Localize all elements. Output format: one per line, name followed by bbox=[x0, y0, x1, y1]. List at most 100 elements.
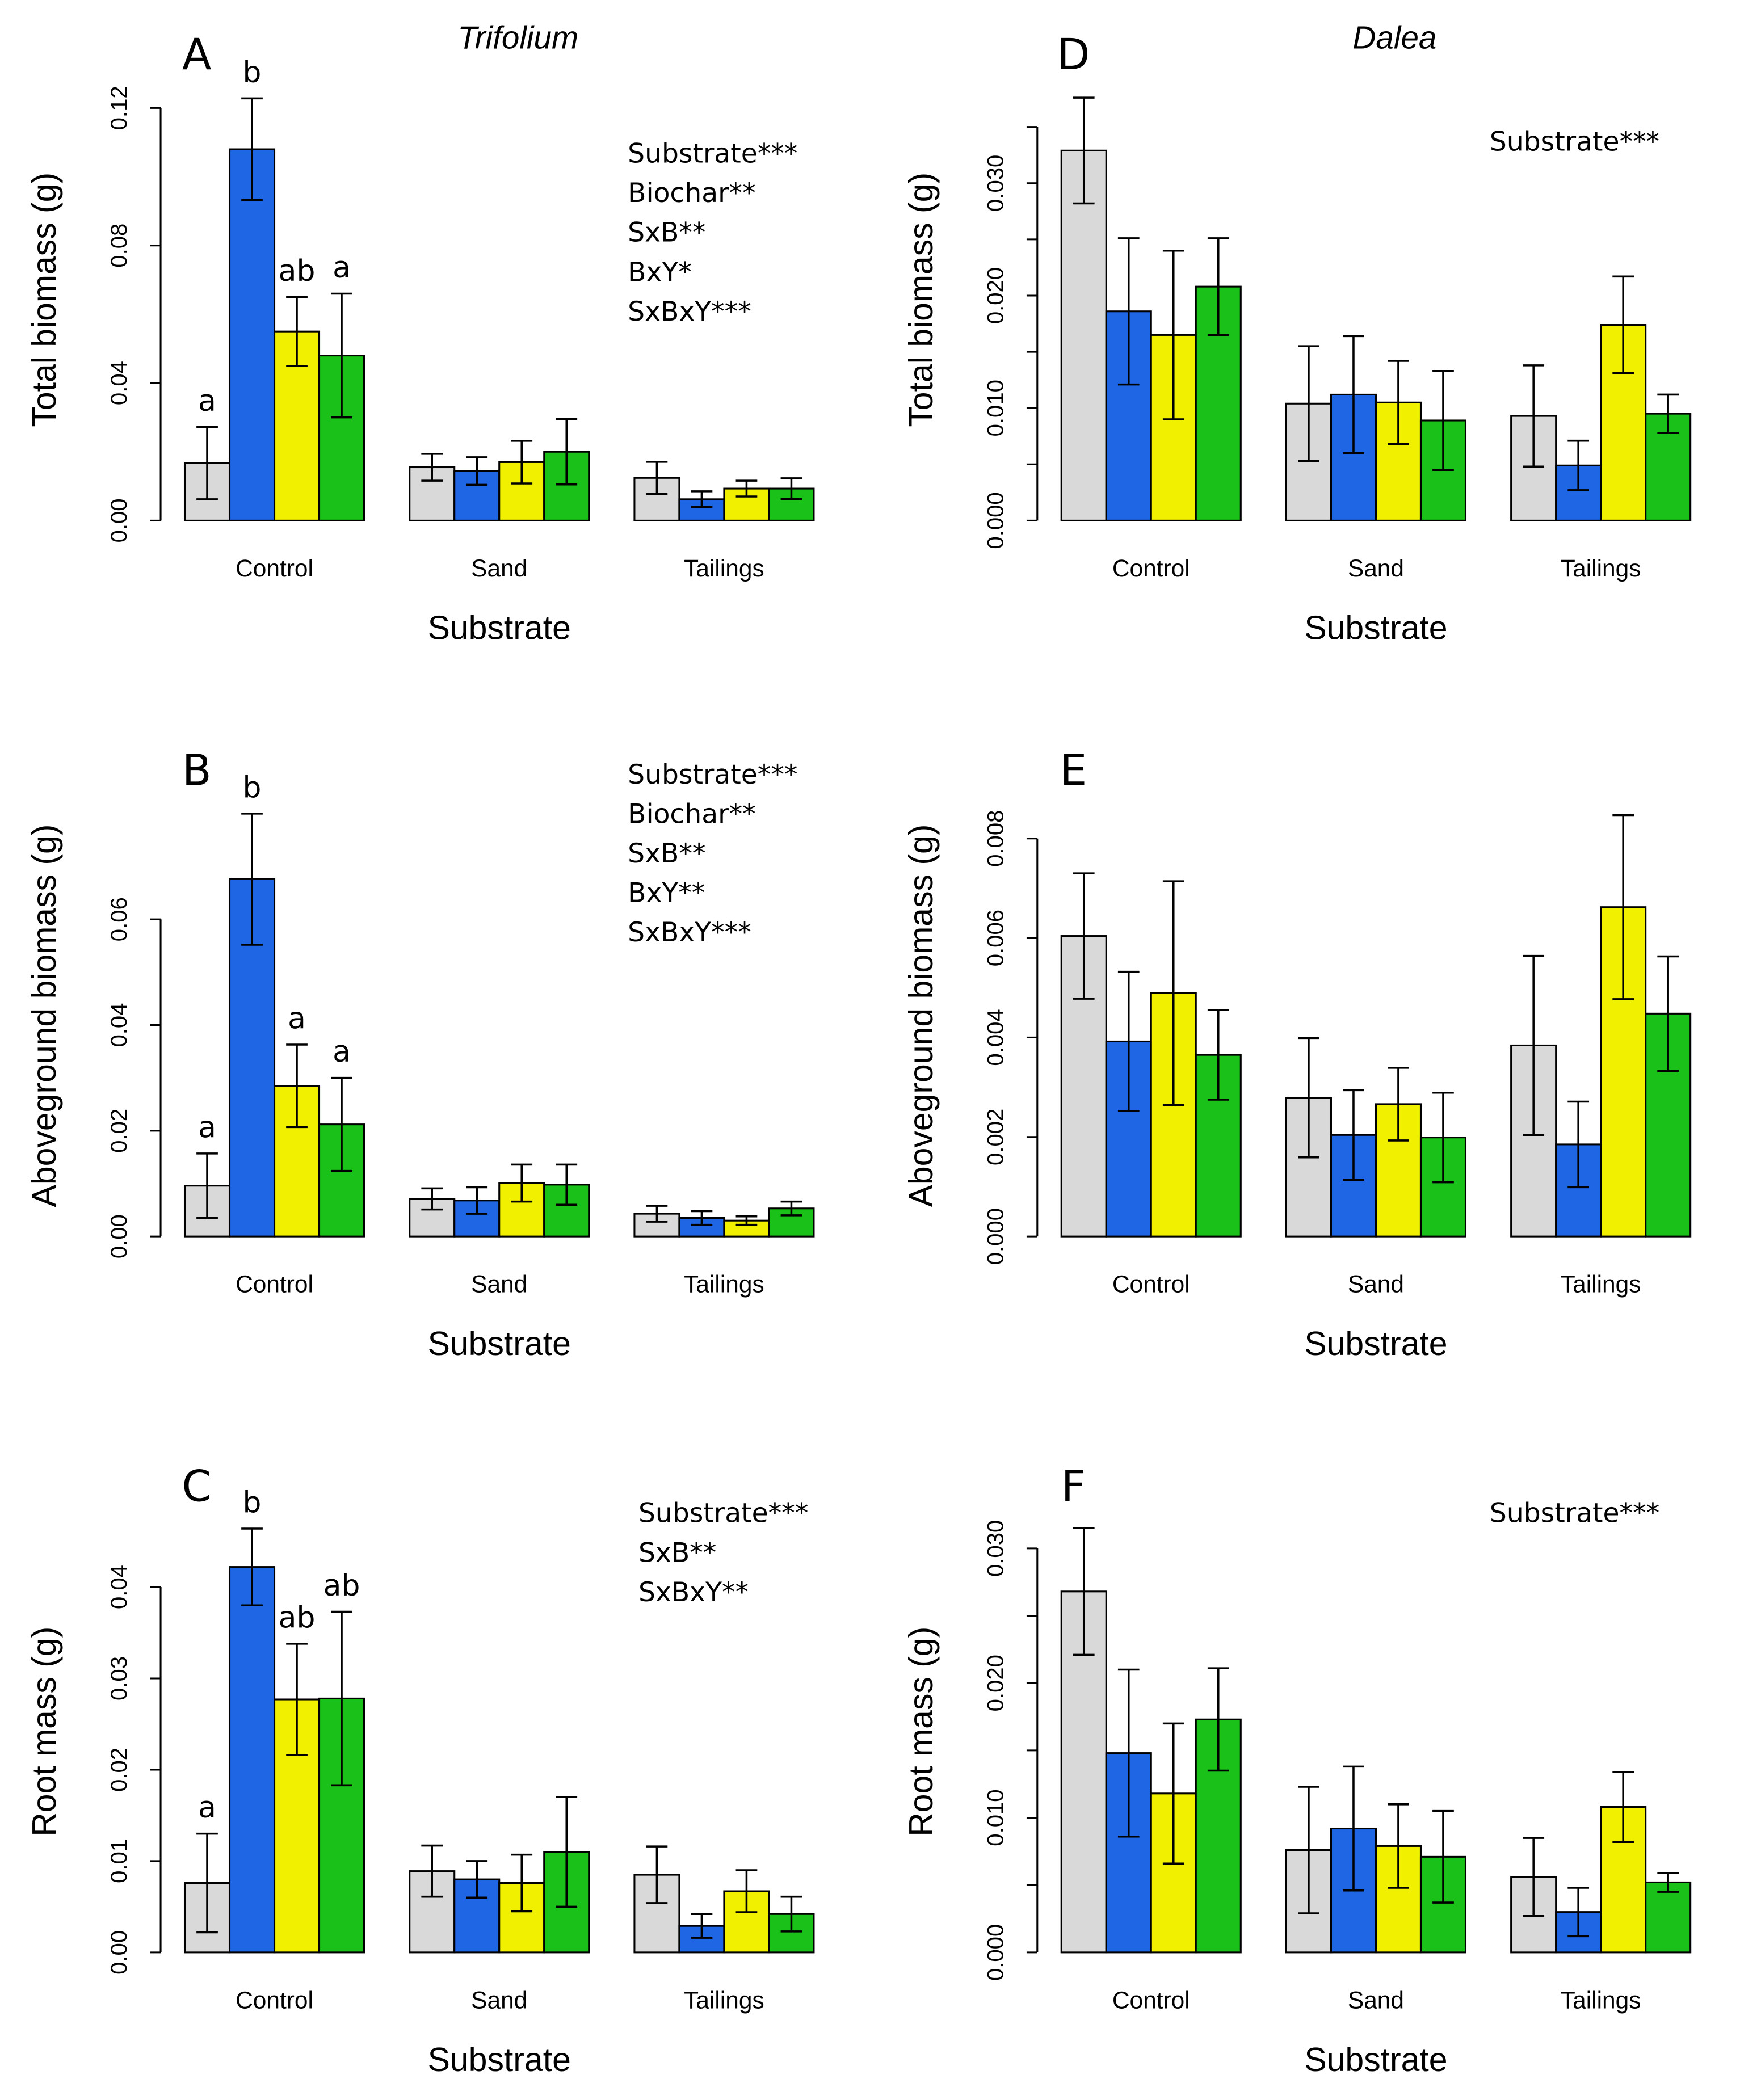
annotation: Biochar** bbox=[628, 178, 756, 209]
error-bar bbox=[780, 1895, 802, 1933]
x-tick-label: Tailings bbox=[684, 555, 764, 582]
annotation: Substrate*** bbox=[1490, 126, 1659, 157]
error-bar bbox=[1657, 1872, 1679, 1893]
y-tick-label: 0.01 bbox=[107, 1839, 132, 1883]
error-bar bbox=[1388, 360, 1409, 445]
error-bar bbox=[1073, 96, 1095, 205]
error-bar bbox=[1343, 1765, 1364, 1892]
error-bar bbox=[511, 440, 533, 485]
bar bbox=[1060, 149, 1107, 521]
significance-letter: a bbox=[288, 1002, 306, 1036]
annotation: BxY** bbox=[628, 878, 705, 909]
error-bar bbox=[1343, 1089, 1364, 1181]
x-axis-label: Substrate bbox=[428, 2042, 571, 2078]
error-bar bbox=[286, 296, 308, 367]
y-tick-label: 0.004 bbox=[984, 1009, 1008, 1066]
bar bbox=[1555, 464, 1602, 521]
significance-letter: ab bbox=[323, 1569, 360, 1603]
error-bar bbox=[466, 1186, 488, 1215]
error-bar bbox=[646, 1845, 668, 1904]
error-bar bbox=[196, 1152, 218, 1219]
y-tick-label: 0.04 bbox=[107, 1565, 132, 1609]
annotation: Substrate*** bbox=[628, 759, 797, 790]
y-axis-label: Root mass (g) bbox=[26, 1627, 63, 1837]
error-bar bbox=[556, 418, 578, 486]
error-bar bbox=[1117, 1668, 1140, 1838]
y-tick-label: 0.002 bbox=[984, 1109, 1008, 1165]
y-tick-label: 0.12 bbox=[107, 86, 132, 130]
error-bar bbox=[286, 1043, 308, 1129]
annotation: Substrate*** bbox=[638, 1498, 808, 1529]
y-tick-label: 0.000 bbox=[984, 492, 1008, 549]
x-tick-label: Tailings bbox=[684, 1271, 764, 1298]
error-bar bbox=[1432, 370, 1454, 471]
annotation: SxB** bbox=[638, 1537, 716, 1568]
error-bar bbox=[1657, 955, 1679, 1072]
x-tick-label: Sand bbox=[471, 1271, 527, 1298]
error-bar bbox=[511, 1853, 533, 1913]
x-tick-label: Control bbox=[236, 555, 313, 582]
x-tick-label: Tailings bbox=[1561, 1987, 1641, 2013]
y-tick-label: 0.04 bbox=[107, 1003, 132, 1047]
x-tick-label: Sand bbox=[1348, 1987, 1404, 2013]
error-bar bbox=[735, 479, 758, 498]
y-tick-label: 0.00 bbox=[107, 498, 132, 542]
error-bar bbox=[421, 453, 443, 482]
y-axis-label: Total biomass (g) bbox=[26, 172, 63, 427]
error-bar bbox=[331, 1610, 352, 1787]
annotation: SxBxY*** bbox=[628, 917, 751, 948]
y-tick-label: 0.020 bbox=[984, 1655, 1008, 1711]
error-bar bbox=[421, 1187, 443, 1211]
annotation: SxBxY*** bbox=[628, 296, 751, 327]
panel-label: C bbox=[182, 1461, 212, 1511]
error-bar bbox=[241, 1527, 263, 1606]
error-bar bbox=[1388, 1803, 1409, 1889]
significance-letter: a bbox=[333, 1035, 351, 1069]
significance-letter: a bbox=[333, 251, 351, 285]
x-tick-label: Sand bbox=[471, 1987, 527, 2013]
panel-label: B bbox=[182, 746, 212, 796]
significance-letter: a bbox=[198, 1791, 216, 1825]
error-bar bbox=[466, 456, 488, 486]
bar bbox=[1645, 1881, 1692, 1954]
error-bar bbox=[1567, 1887, 1590, 1938]
error-bar bbox=[780, 477, 802, 500]
significance-letter: a bbox=[198, 384, 216, 418]
x-axis-label: Substrate bbox=[1304, 2042, 1447, 2078]
y-tick-label: 0.000 bbox=[984, 1208, 1008, 1265]
y-tick-label: 0.020 bbox=[984, 267, 1008, 324]
error-bar bbox=[331, 1076, 352, 1172]
significance-letter: b bbox=[243, 1486, 262, 1520]
error-bar bbox=[646, 461, 668, 495]
error-bar bbox=[241, 97, 263, 201]
x-tick-label: Sand bbox=[471, 555, 527, 582]
x-axis-label: Substrate bbox=[1304, 1325, 1447, 1362]
error-bar bbox=[1073, 872, 1095, 1000]
error-bar bbox=[1567, 1100, 1590, 1189]
annotation: Substrate*** bbox=[628, 138, 797, 170]
error-bar bbox=[691, 1210, 713, 1226]
error-bar bbox=[1432, 1091, 1454, 1184]
annotation: Substrate*** bbox=[1490, 1498, 1659, 1529]
error-bar bbox=[556, 1796, 578, 1908]
annotation: Biochar** bbox=[628, 798, 756, 830]
error-bar bbox=[1612, 814, 1634, 1000]
y-tick-label: 0.04 bbox=[107, 361, 132, 405]
error-bar bbox=[1117, 237, 1140, 386]
error-bar bbox=[196, 1832, 218, 1934]
error-bar bbox=[466, 1860, 488, 1899]
x-tick-label: Sand bbox=[1348, 555, 1404, 582]
bar bbox=[228, 148, 276, 521]
error-bar bbox=[1207, 1667, 1229, 1772]
error-bar bbox=[1343, 335, 1364, 454]
x-tick-label: Control bbox=[1112, 1987, 1190, 2013]
error-bar bbox=[286, 1643, 308, 1756]
error-bar bbox=[331, 292, 352, 419]
bar bbox=[498, 461, 545, 521]
significance-letter: b bbox=[243, 771, 262, 805]
error-bar bbox=[691, 1913, 713, 1939]
error-bar bbox=[1657, 393, 1679, 434]
significance-letter: ab bbox=[279, 1601, 316, 1635]
